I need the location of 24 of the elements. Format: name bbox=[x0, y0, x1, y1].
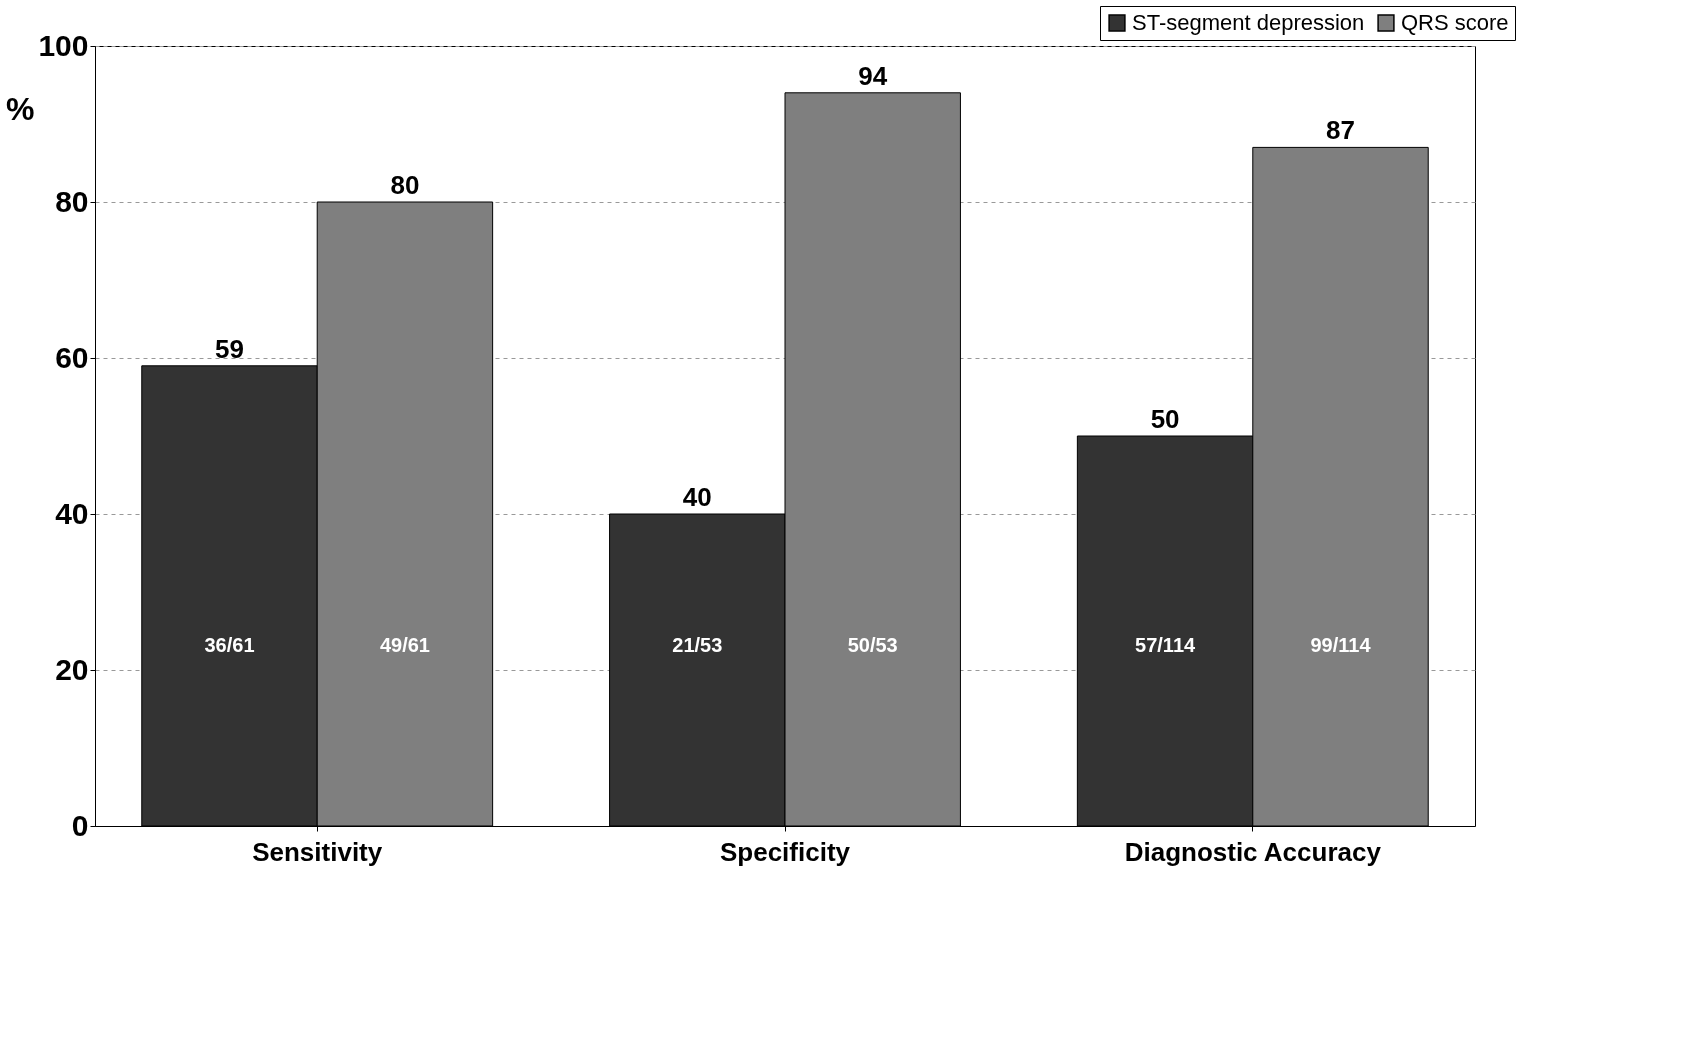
y-tick-label: 100 bbox=[38, 28, 89, 62]
y-tick-label: 0 bbox=[71, 808, 89, 842]
legend-label: QRS score bbox=[1401, 10, 1509, 35]
data-label: 59 bbox=[215, 333, 244, 364]
y-tick-label: 60 bbox=[55, 340, 89, 374]
annotation: 57/114 bbox=[1135, 634, 1196, 656]
annotation: 50/53 bbox=[847, 634, 898, 656]
x-tick-label: Specificity bbox=[719, 836, 851, 867]
y-axis-title: % bbox=[5, 90, 35, 127]
data-label: 50 bbox=[1150, 404, 1180, 434]
y-tick-label: 40 bbox=[55, 496, 89, 530]
data-label: 80 bbox=[390, 170, 420, 200]
x-tick-label: Sensitivity bbox=[252, 836, 383, 867]
annotation: 49/61 bbox=[379, 634, 430, 656]
annotation: 99/114 bbox=[1310, 634, 1372, 656]
data-label: 40 bbox=[682, 482, 712, 512]
data-label: 87 bbox=[1326, 115, 1355, 146]
y-tick-label: 20 bbox=[55, 652, 89, 686]
x-tick-label: Diagnostic Accuracy bbox=[1124, 836, 1382, 867]
annotation: 36/61 bbox=[204, 634, 255, 656]
annotation: 21/53 bbox=[672, 634, 723, 656]
data-label: 94 bbox=[858, 60, 888, 91]
legend-label: ST-segment depression bbox=[1132, 10, 1365, 35]
y-tick-label: 80 bbox=[55, 184, 89, 218]
